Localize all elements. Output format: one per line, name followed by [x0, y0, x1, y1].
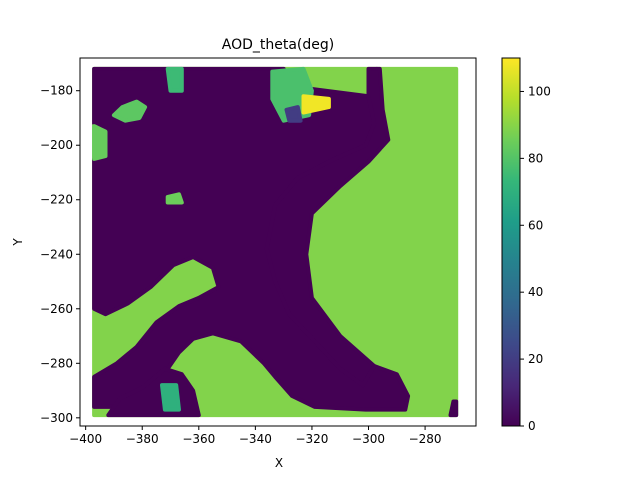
region-island-top: [165, 66, 184, 93]
x-tick-label: −360: [182, 432, 215, 446]
region-top-patch-dark: [284, 105, 303, 123]
y-tick-label: −220: [40, 193, 73, 207]
region-right-zero-band: [264, 66, 391, 388]
y-tick-label: −280: [40, 356, 73, 370]
region-top-patch-yellow: [301, 94, 331, 115]
y-tick-label: −240: [40, 247, 73, 261]
colorbar-gradient: [501, 57, 521, 427]
y-tick-label: −200: [40, 138, 73, 152]
colorbar-tick-label: 0: [528, 419, 536, 433]
y-axis: −180 −200 −220 −240 −260 −280 −300: [40, 84, 80, 425]
x-tick-label: −380: [126, 432, 159, 446]
y-tick-label: −180: [40, 84, 73, 98]
x-axis-label: X: [275, 456, 283, 470]
y-tick-label: −260: [40, 302, 73, 316]
y-tick-label: −300: [40, 411, 73, 425]
x-tick-label: −320: [295, 432, 328, 446]
plot-frame: [79, 57, 477, 427]
chart-title: AOD_theta(deg): [222, 37, 335, 53]
colorbar-tick-label: 100: [528, 84, 551, 98]
region-bottom-right-corner: [448, 399, 459, 418]
region-island-left: [111, 99, 148, 123]
colorbar-tick-label: 20: [528, 352, 543, 366]
x-tick-label: −280: [409, 432, 442, 446]
colorbar-tick-label: 40: [528, 285, 543, 299]
x-axis: −400 −380 −360 −340 −320 −300 −280: [69, 426, 442, 446]
colorbar: 0 20 40 60 80 100: [501, 57, 551, 433]
y-axis-label: Y: [11, 238, 25, 247]
plot-area: [92, 66, 459, 418]
region-bottom-teal: [160, 383, 181, 412]
x-tick-label: −400: [69, 432, 102, 446]
x-tick-label: −340: [239, 432, 272, 446]
region-left-strip: [92, 124, 108, 161]
colorbar-tick-label: 60: [528, 218, 543, 232]
region-island-small: [165, 192, 184, 205]
colorbar-tick-label: 80: [528, 151, 543, 165]
x-tick-label: −300: [352, 432, 385, 446]
